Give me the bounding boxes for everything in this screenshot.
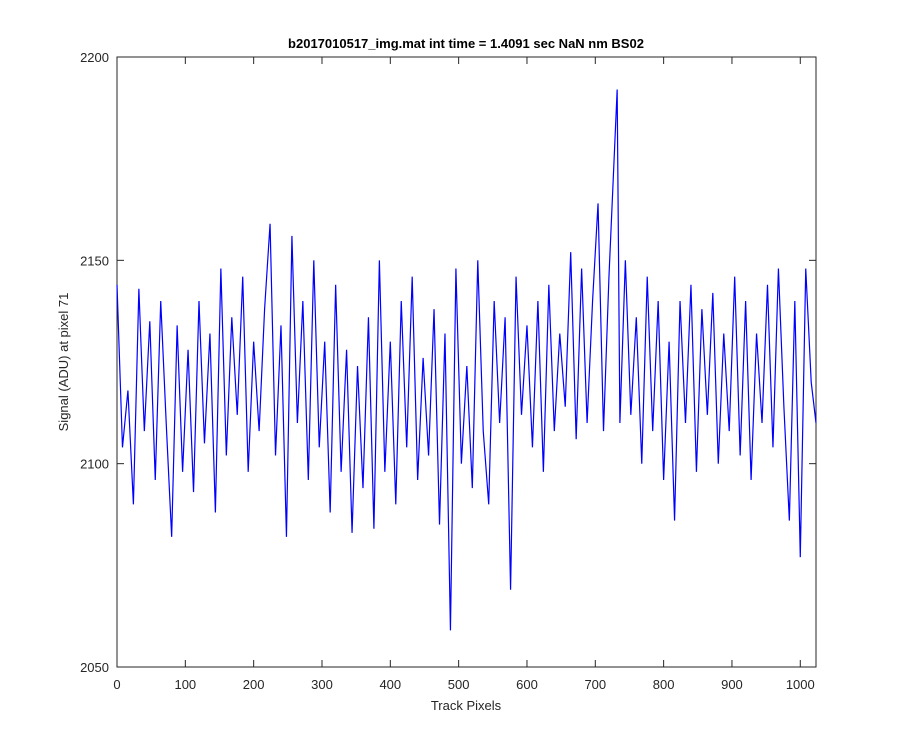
x-tick-label: 500 — [448, 677, 470, 692]
y-axis-label: Signal (ADU) at pixel 71 — [56, 293, 71, 432]
x-tick-label: 0 — [113, 677, 120, 692]
x-tick-label: 900 — [721, 677, 743, 692]
y-tick-label: 2050 — [80, 660, 109, 675]
y-tick-label: 2150 — [80, 253, 109, 268]
x-tick-label: 700 — [584, 677, 606, 692]
x-tick-label: 1000 — [786, 677, 815, 692]
x-tick-label: 800 — [653, 677, 675, 692]
y-tick-label: 2100 — [80, 457, 109, 472]
x-tick-label: 400 — [379, 677, 401, 692]
x-tick-label: 200 — [243, 677, 265, 692]
x-axis-label: Track Pixels — [431, 698, 502, 713]
x-tick-label: 600 — [516, 677, 538, 692]
x-tick-label: 100 — [174, 677, 196, 692]
data-line — [116, 89, 817, 631]
x-tick-label: 300 — [311, 677, 333, 692]
y-tick-label: 2200 — [80, 50, 109, 65]
chart-title: b2017010517_img.mat int time = 1.4091 se… — [288, 36, 644, 51]
axes-box — [116, 56, 817, 668]
